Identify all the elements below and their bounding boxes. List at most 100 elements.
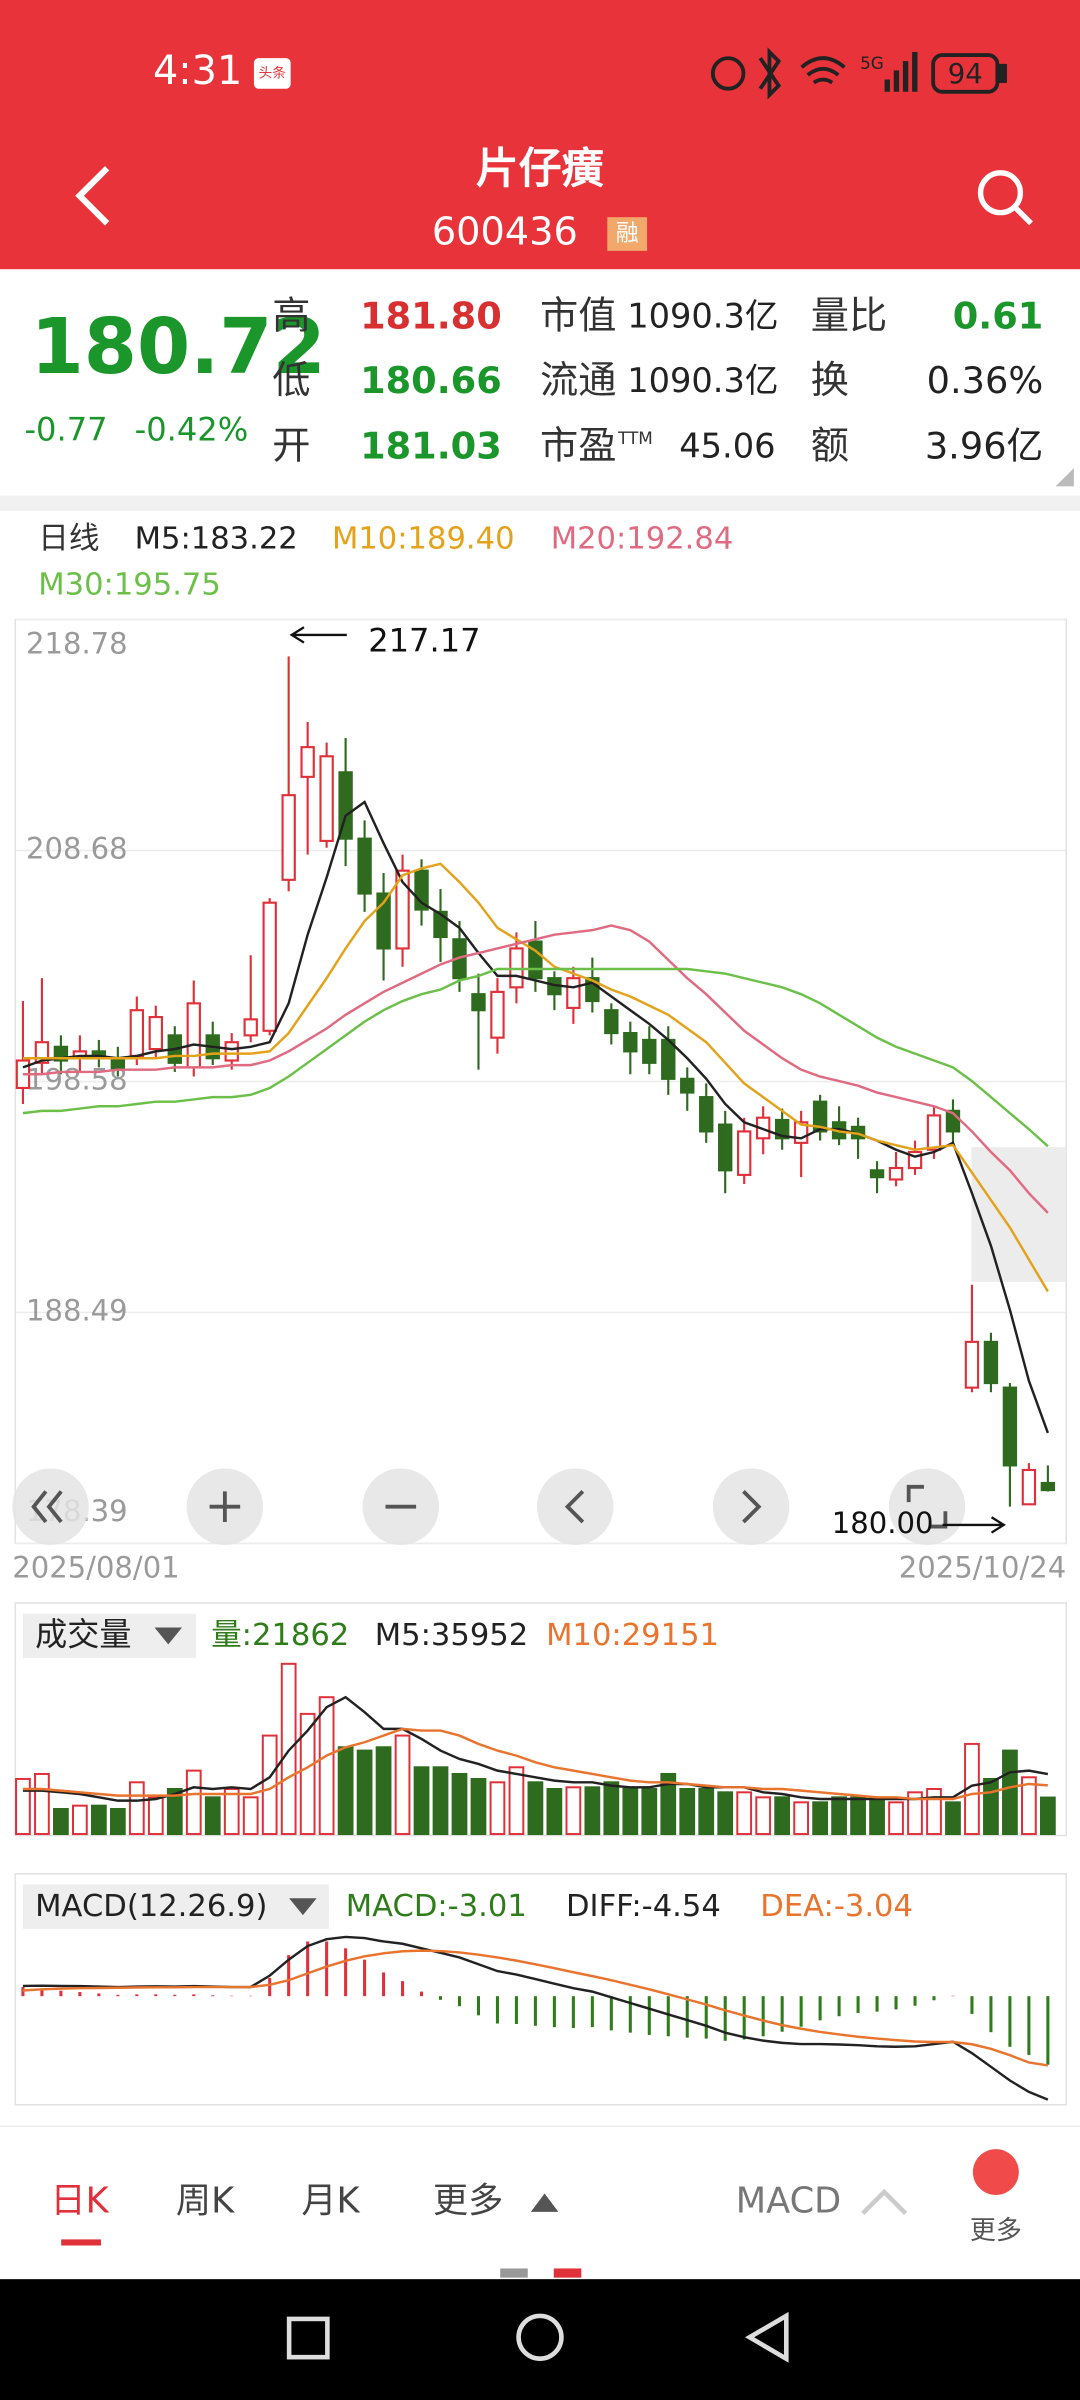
tab[interactable]: 日K xyxy=(50,2181,109,2222)
candle-body xyxy=(566,977,581,1009)
candle-body xyxy=(680,1077,695,1094)
volume-bar xyxy=(489,1781,506,1836)
macd-plot xyxy=(21,1935,1050,2101)
end-date: 2025/10/24 xyxy=(899,1550,1066,1584)
candle-body xyxy=(300,746,315,778)
volume-bar xyxy=(565,1786,582,1836)
volume-bar xyxy=(185,1769,202,1836)
volume-bar xyxy=(622,1787,639,1836)
y-tick-label: 218.78 xyxy=(26,627,128,661)
legend-item: M5:183.22 xyxy=(135,521,298,556)
candle-body xyxy=(888,1166,904,1181)
volume-bar xyxy=(147,1796,164,1836)
legend-item: M10:189.40 xyxy=(332,521,515,556)
legend-item: DIFF:-4.54 xyxy=(566,1889,721,1924)
indicator-tab[interactable]: MACD xyxy=(736,2181,841,2222)
tag: 融 xyxy=(616,221,639,247)
volume-bar xyxy=(831,1796,847,1836)
recent-button[interactable] xyxy=(286,2316,330,2360)
candle-body xyxy=(433,910,448,939)
chart-controls xyxy=(12,1468,966,1545)
price: 180.72 xyxy=(31,303,326,392)
volume-bar xyxy=(679,1787,696,1836)
home-button[interactable] xyxy=(516,2313,564,2361)
indicator-arrow xyxy=(861,2188,908,2216)
field-value: 180.66 xyxy=(360,359,502,402)
line-series xyxy=(22,1949,1049,2067)
volume-bar xyxy=(1021,1776,1037,1836)
candle-body xyxy=(243,1018,258,1037)
candle-body xyxy=(129,1009,145,1058)
change: -0.77 xyxy=(24,410,107,448)
macd-selector[interactable] xyxy=(22,1884,329,1929)
line-series xyxy=(22,1727,1048,1801)
more-icon[interactable] xyxy=(972,2149,1019,2196)
start-date: 2025/08/01 xyxy=(12,1550,179,1584)
candle-body xyxy=(642,1038,657,1064)
max-label: 217.17 xyxy=(368,622,480,660)
tag-bg xyxy=(607,217,648,251)
arrow xyxy=(942,1516,1006,1534)
volume-bar xyxy=(356,1749,373,1836)
volume-bar xyxy=(812,1801,828,1836)
tab-underline xyxy=(61,2239,101,2246)
chart-title: 日线 xyxy=(38,521,99,556)
volume-bar xyxy=(888,1801,904,1836)
volume-bar xyxy=(660,1772,677,1836)
volume-bar xyxy=(34,1772,50,1836)
tab[interactable]: 月K xyxy=(301,2181,360,2222)
volume-bar xyxy=(584,1786,601,1836)
volume-bar xyxy=(717,1791,734,1836)
volume-bar xyxy=(432,1766,449,1836)
candle-body xyxy=(395,869,410,950)
candle-body xyxy=(186,1002,201,1069)
stock-name: 片仔癀 xyxy=(476,144,604,194)
volume-bar xyxy=(1002,1749,1018,1836)
network: 5G xyxy=(860,53,884,73)
candle-body xyxy=(148,1015,163,1051)
tab[interactable]: 更多 xyxy=(433,2181,503,2222)
field-label: 低 xyxy=(272,359,310,403)
status-icons xyxy=(710,47,1007,100)
min-label: 180.00 xyxy=(832,1506,934,1540)
volume-bar xyxy=(698,1787,715,1836)
volume-bar xyxy=(15,1777,31,1836)
more-button[interactable]: 更多 xyxy=(970,2216,1022,2246)
time: 4:31 xyxy=(153,48,242,94)
legend-item: M10:29151 xyxy=(546,1618,719,1653)
candle-body xyxy=(737,1130,752,1176)
line-series xyxy=(22,924,1049,1214)
header-bg xyxy=(0,0,1080,270)
candle-body xyxy=(869,1169,885,1179)
dropdown-arrow xyxy=(289,1898,317,1916)
field-label: 高 xyxy=(272,295,310,339)
candle-body xyxy=(1040,1481,1056,1492)
field-label: 市值 xyxy=(540,295,616,339)
volume-bar xyxy=(413,1766,430,1836)
next-button[interactable] xyxy=(712,1468,790,1545)
field-value: 0.36% xyxy=(927,359,1044,402)
candle-body xyxy=(1021,1468,1037,1506)
candle-body xyxy=(224,1041,239,1062)
volume-bar xyxy=(128,1781,145,1836)
chart-title: MACD(12.26.9) xyxy=(35,1889,267,1924)
candle-body xyxy=(718,1123,733,1172)
search-button[interactable] xyxy=(977,170,1033,226)
volume-bar xyxy=(527,1781,544,1836)
back-nav-button[interactable] xyxy=(745,2311,789,2363)
volume-bar xyxy=(850,1796,866,1836)
candle-body xyxy=(926,1114,942,1151)
volume-bar xyxy=(204,1796,221,1836)
separator xyxy=(0,495,1080,511)
volume-bar xyxy=(774,1796,791,1836)
prev-button[interactable] xyxy=(536,1468,614,1545)
page-dot xyxy=(553,2268,582,2278)
tab[interactable]: 周K xyxy=(176,2181,235,2222)
candle-body xyxy=(964,1340,980,1389)
badge-bg xyxy=(253,58,291,89)
back-button[interactable] xyxy=(75,166,110,226)
tab-arrow xyxy=(530,2193,559,2212)
field-value: 1090.3亿 xyxy=(627,297,778,336)
chart-title: 成交量 xyxy=(35,1616,131,1654)
